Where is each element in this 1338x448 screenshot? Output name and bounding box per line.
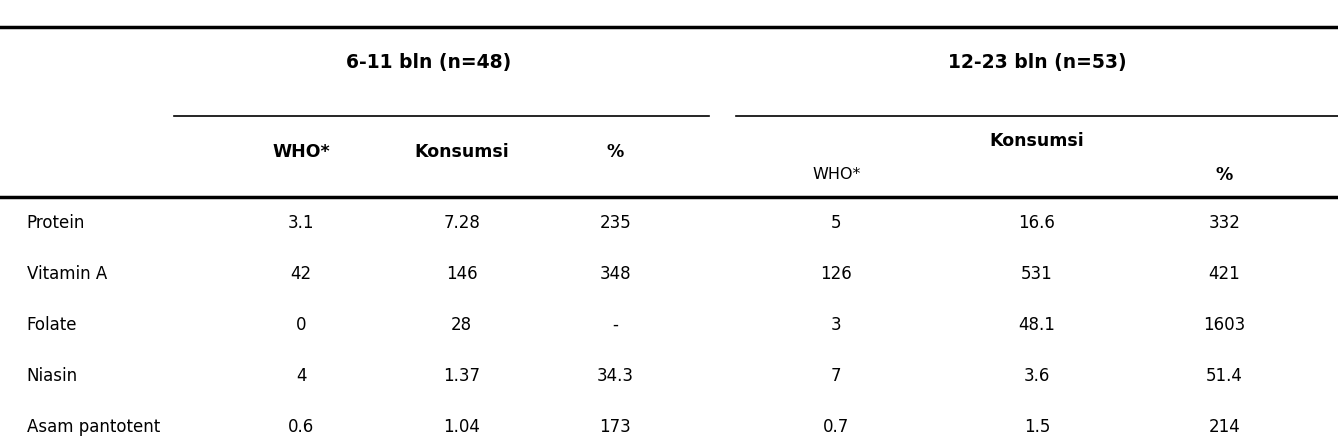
Text: 4: 4: [296, 367, 306, 385]
Text: 48.1: 48.1: [1018, 316, 1056, 334]
Text: WHO*: WHO*: [272, 143, 330, 161]
Text: 146: 146: [446, 265, 478, 283]
Text: 3: 3: [831, 316, 842, 334]
Text: 531: 531: [1021, 265, 1053, 283]
Text: Konsumsi: Konsumsi: [990, 132, 1084, 150]
Text: 7.28: 7.28: [443, 214, 480, 232]
Text: 332: 332: [1208, 214, 1240, 232]
Text: 0.7: 0.7: [823, 418, 850, 436]
Text: 214: 214: [1208, 418, 1240, 436]
Text: 1.37: 1.37: [443, 367, 480, 385]
Text: Konsumsi: Konsumsi: [415, 143, 508, 161]
Text: Niasin: Niasin: [27, 367, 78, 385]
Text: 3.6: 3.6: [1024, 367, 1050, 385]
Text: %: %: [607, 143, 624, 161]
Text: Folate: Folate: [27, 316, 78, 334]
Text: 12-23 bln (n=53): 12-23 bln (n=53): [947, 53, 1127, 72]
Text: 126: 126: [820, 265, 852, 283]
Text: WHO*: WHO*: [812, 167, 860, 182]
Text: %: %: [1216, 166, 1232, 184]
Text: 173: 173: [599, 418, 632, 436]
Text: Vitamin A: Vitamin A: [27, 265, 107, 283]
Text: 28: 28: [451, 316, 472, 334]
Text: 421: 421: [1208, 265, 1240, 283]
Text: 0: 0: [296, 316, 306, 334]
Text: 6-11 bln (n=48): 6-11 bln (n=48): [345, 53, 511, 72]
Text: 5: 5: [831, 214, 842, 232]
Text: 0.6: 0.6: [288, 418, 314, 436]
Text: 7: 7: [831, 367, 842, 385]
Text: -: -: [613, 316, 618, 334]
Text: 16.6: 16.6: [1018, 214, 1056, 232]
Text: 1.5: 1.5: [1024, 418, 1050, 436]
Text: 3.1: 3.1: [288, 214, 314, 232]
Text: 1.04: 1.04: [443, 418, 480, 436]
Text: 34.3: 34.3: [597, 367, 634, 385]
Text: Protein: Protein: [27, 214, 86, 232]
Text: 235: 235: [599, 214, 632, 232]
Text: 1603: 1603: [1203, 316, 1246, 334]
Text: 42: 42: [290, 265, 312, 283]
Text: 348: 348: [599, 265, 632, 283]
Text: Asam pantotent: Asam pantotent: [27, 418, 161, 436]
Text: 51.4: 51.4: [1206, 367, 1243, 385]
